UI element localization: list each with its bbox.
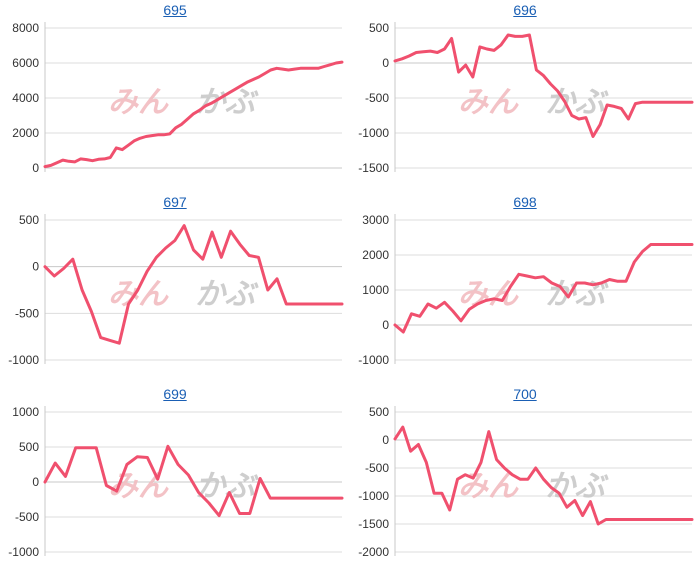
y-tick-label: -1000 xyxy=(8,353,39,367)
y-tick-label: 500 xyxy=(369,21,389,35)
y-tick-label: 6000 xyxy=(12,56,39,70)
y-tick-label: -500 xyxy=(365,461,389,475)
y-tick-label: 0 xyxy=(32,260,39,274)
series-line xyxy=(393,33,694,138)
chart-title-link[interactable]: 700 xyxy=(513,386,537,402)
svg-text:かぶ: かぶ xyxy=(545,85,609,120)
y-tick-label: -500 xyxy=(15,510,39,524)
watermark-logo: みん かぶ xyxy=(108,85,259,120)
svg-text:みん: みん xyxy=(458,85,519,120)
svg-text:かぶ: かぶ xyxy=(195,277,259,312)
chart-panel: 697 -1000 -500 0 500 みん かぶ xyxy=(0,192,350,384)
y-tick-label: -1000 xyxy=(8,545,39,559)
chart-title-link[interactable]: 697 xyxy=(163,194,187,210)
y-tick-label: 8000 xyxy=(12,21,39,35)
watermark-logo: みん かぶ xyxy=(108,277,259,312)
y-tick-label: 500 xyxy=(19,440,39,454)
y-tick-label: 0 xyxy=(382,56,389,70)
chart-panel: 696 -1500 -1000 -500 0 500 みん かぶ xyxy=(350,0,700,192)
line-chart: 0 2000 4000 6000 8000 みん かぶ xyxy=(12,21,344,175)
watermark-logo: みん かぶ xyxy=(458,469,609,504)
chart-panel: 695 0 2000 4000 6000 8000 みん かぶ xyxy=(0,0,350,192)
line-chart: -1000 -500 0 500 1000 みん かぶ xyxy=(8,405,344,559)
svg-text:みん: みん xyxy=(458,277,519,312)
y-tick-label: 0 xyxy=(382,318,389,332)
chart-title-link[interactable]: 698 xyxy=(513,194,537,210)
y-tick-label: -2000 xyxy=(358,545,389,559)
series-line xyxy=(43,60,344,169)
line-chart: -1000 -500 0 500 みん かぶ xyxy=(8,213,344,367)
y-tick-label: -1000 xyxy=(358,489,389,503)
series-line xyxy=(393,425,694,526)
y-tick-label: 2000 xyxy=(12,126,39,140)
chart-title-link[interactable]: 699 xyxy=(163,386,187,402)
y-tick-label: -500 xyxy=(365,91,389,105)
chart-panel: 699 -1000 -500 0 500 1000 みん かぶ xyxy=(0,384,350,576)
series-line xyxy=(43,444,344,518)
line-chart: -2000 -1500 -1000 -500 0 500 みん かぶ xyxy=(358,405,694,559)
series-line xyxy=(43,224,344,345)
y-tick-label: -1000 xyxy=(358,353,389,367)
y-tick-label: 1000 xyxy=(12,405,39,419)
svg-text:みん: みん xyxy=(108,277,169,312)
chart-panel: 698 -1000 0 1000 2000 3000 みん かぶ xyxy=(350,192,700,384)
y-tick-label: 0 xyxy=(32,475,39,489)
svg-text:かぶ: かぶ xyxy=(195,85,259,120)
y-tick-label: -1500 xyxy=(358,517,389,531)
chart-panel: 700 -2000 -1500 -1000 -500 0 500 みん かぶ xyxy=(350,384,700,576)
y-tick-label: 3000 xyxy=(362,213,389,227)
y-tick-label: 500 xyxy=(19,213,39,227)
y-tick-label: 0 xyxy=(32,161,39,175)
svg-text:みん: みん xyxy=(108,85,169,120)
series-line xyxy=(393,243,694,334)
y-tick-label: -500 xyxy=(15,306,39,320)
chart-title-link[interactable]: 696 xyxy=(513,2,537,18)
y-tick-label: 2000 xyxy=(362,248,389,262)
y-tick-label: 0 xyxy=(382,433,389,447)
y-tick-label: -1000 xyxy=(358,126,389,140)
watermark-logo: みん かぶ xyxy=(458,85,609,120)
line-chart: -1500 -1000 -500 0 500 みん かぶ xyxy=(358,21,694,175)
y-tick-label: 1000 xyxy=(362,283,389,297)
y-tick-label: -1500 xyxy=(358,161,389,175)
svg-text:かぶ: かぶ xyxy=(545,469,609,504)
chart-title-link[interactable]: 695 xyxy=(163,2,187,18)
y-tick-label: 4000 xyxy=(12,91,39,105)
y-tick-label: 500 xyxy=(369,405,389,419)
watermark-logo: みん かぶ xyxy=(108,469,259,504)
